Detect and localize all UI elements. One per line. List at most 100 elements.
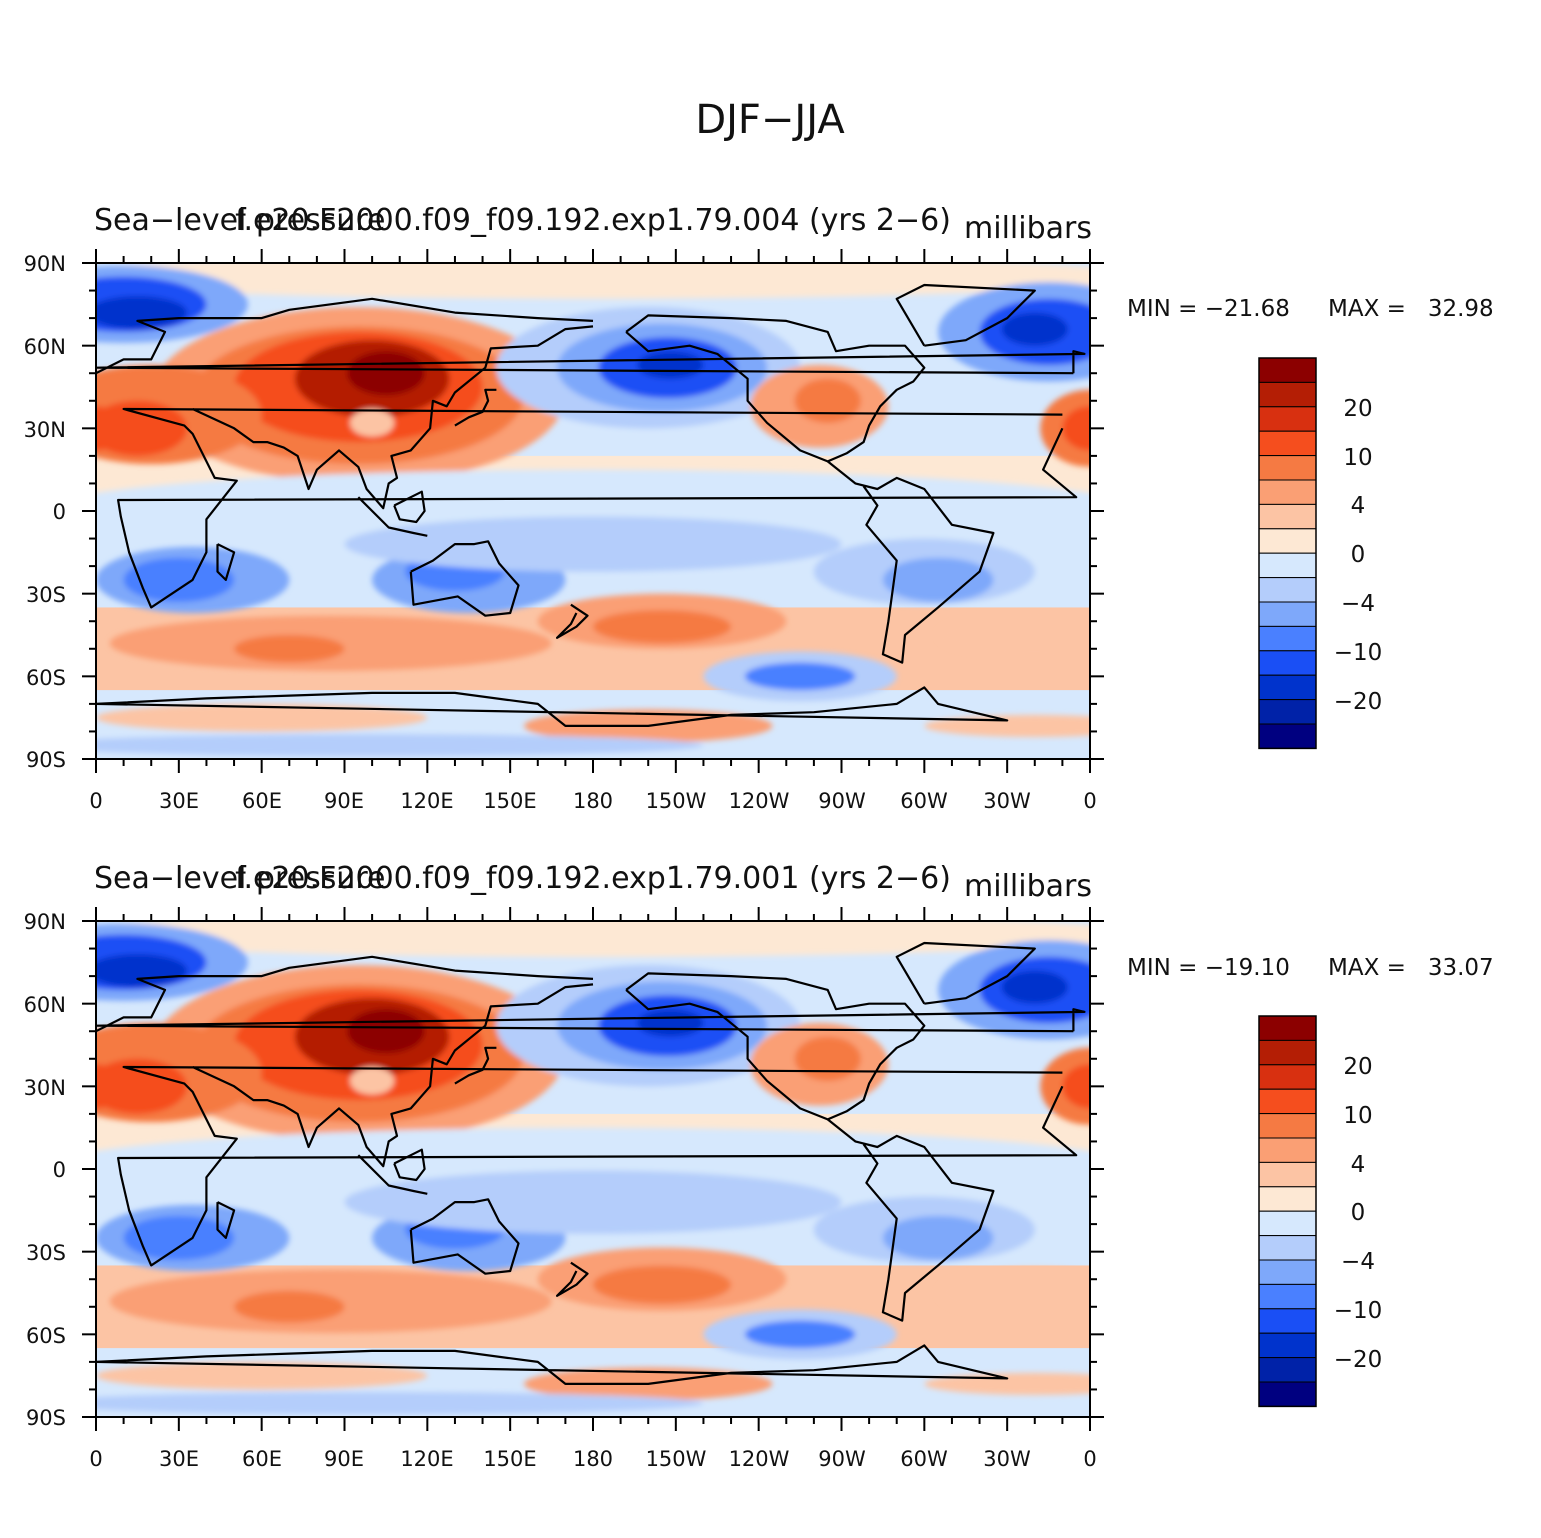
colorbar-swatch: [1258, 723, 1317, 749]
pressure-anomaly-contour: [593, 610, 732, 644]
y-tick-label: 60N: [24, 335, 66, 359]
pressure-anomaly-contour: [924, 1372, 1090, 1395]
coastline: [357, 496, 428, 537]
colorbar-swatch: [1258, 601, 1317, 627]
coastline: [827, 460, 995, 664]
x-tick-label: 60W: [900, 789, 948, 813]
panel-1-x-tick-labels: 0 30E 60E 90E 120E 150E 180 150W 120W 90…: [89, 789, 1096, 813]
x-tick-label: 30W: [983, 1447, 1031, 1471]
pressure-anomaly-contour: [96, 954, 188, 988]
pressure-anomaly-contour: [96, 1127, 1090, 1211]
panel-1-colorbar: [1258, 357, 1317, 750]
coastline: [393, 1148, 426, 1182]
colorbar-label: 4: [1351, 493, 1366, 519]
colorbar-swatch: [1258, 357, 1317, 383]
y-tick-label: 60S: [26, 666, 66, 690]
coastline: [192, 325, 594, 510]
pressure-anomaly-contour: [347, 351, 425, 396]
pressure-anomaly-contour: [96, 263, 1090, 299]
coastline: [625, 972, 926, 1121]
x-tick-label: 60E: [242, 789, 282, 813]
colorbar-swatch: [1258, 1088, 1317, 1115]
x-tick-label: 60E: [242, 1447, 282, 1471]
panel-2-y-tick-labels: 90N 60N 30N 0 30S 60S 90S: [24, 910, 66, 1430]
x-tick-label: 0: [1083, 789, 1096, 813]
pressure-anomaly-contour: [96, 1064, 124, 1109]
panel-1-min-label: MIN = −21.68: [1127, 296, 1290, 322]
pressure-anomaly-contour: [350, 1067, 395, 1095]
panel-1-y-tick-labels: 90N 60N 30N 0 30S 60S 90S: [24, 252, 66, 772]
panel-2-contour-map: [96, 921, 1090, 1417]
x-tick-label: 0: [89, 789, 102, 813]
coastline: [625, 314, 926, 463]
x-tick-label: 90W: [818, 789, 866, 813]
colorbar-swatch: [1258, 1235, 1317, 1261]
pressure-anomaly-contour: [794, 378, 861, 423]
colorbar-frame: [1258, 357, 1317, 750]
figure-title: DJF−JJA: [695, 97, 845, 143]
colorbar-swatch: [1258, 577, 1317, 603]
coastline: [96, 1008, 1086, 1033]
pressure-anomaly-contour: [96, 734, 704, 757]
pressure-anomaly-contour: [96, 296, 188, 330]
panel-1-coastlines: [96, 283, 1086, 727]
x-tick-label: 90W: [818, 1447, 866, 1471]
panel-2-colorbar: [1258, 1015, 1317, 1408]
pressure-anomaly-contour: [96, 921, 1090, 957]
y-tick-label: 30S: [26, 583, 66, 607]
colorbar-label: −4: [1341, 591, 1375, 617]
x-tick-label: 30E: [159, 789, 199, 813]
pressure-anomaly-contour: [347, 1009, 425, 1054]
x-tick-label: 180: [573, 789, 613, 813]
pressure-anomaly-contour: [123, 557, 235, 602]
colorbar-label: 20: [1343, 1054, 1372, 1080]
x-tick-label: 30E: [159, 1447, 199, 1471]
pressure-anomaly-contour: [794, 1036, 861, 1081]
panel-2-x-tick-labels: 0 30E 60E 90E 120E 150E 180 150W 120W 90…: [89, 1447, 1096, 1471]
coastline: [96, 297, 594, 375]
x-tick-label: 60W: [900, 1447, 948, 1471]
colorbar-swatch: [1258, 1332, 1317, 1359]
pressure-anomaly-contour: [1062, 406, 1090, 451]
panel-1: Sea−level pressure f.e20.F2000.f09_f09.1…: [24, 203, 1494, 813]
coastline: [454, 1046, 497, 1085]
panel-2: Sea−level pressure f.e20.F2000.f09_f09.1…: [24, 861, 1494, 1471]
pressure-anomaly-contour: [1001, 970, 1068, 1004]
colorbar-label: −4: [1341, 1249, 1375, 1275]
colorbar-swatch: [1258, 455, 1317, 481]
panel-1-title-left: Sea−level pressure: [94, 203, 385, 238]
colorbar-swatch: [1258, 1039, 1317, 1066]
coastline: [96, 350, 1086, 375]
panel-2-units: millibars: [964, 869, 1092, 904]
colorbar-swatch: [1258, 1113, 1317, 1139]
colorbar-swatch: [1258, 1308, 1317, 1334]
colorbar-swatch: [1258, 552, 1317, 579]
coastline: [556, 603, 589, 639]
anomaly-fields: [96, 921, 1090, 1415]
colorbar-swatch: [1258, 650, 1317, 676]
pressure-anomaly-contour: [350, 409, 395, 437]
colorbar-swatch: [1258, 1283, 1317, 1310]
colorbar-label: 0: [1351, 1200, 1366, 1226]
x-tick-label: 150E: [483, 789, 536, 813]
coastline: [117, 1065, 1078, 1267]
pressure-anomaly-contour: [744, 662, 856, 691]
coastline: [96, 1344, 1009, 1385]
y-tick-label: 90S: [26, 1406, 66, 1430]
coastline: [895, 941, 1036, 1005]
x-tick-label: 150W: [646, 1447, 707, 1471]
colorbar-label: −10: [1334, 1298, 1383, 1324]
x-tick-label: 0: [89, 1447, 102, 1471]
pressure-anomaly-contour: [96, 400, 188, 456]
colorbar-swatch: [1258, 1161, 1317, 1188]
colorbar-label: −20: [1334, 689, 1383, 715]
colorbar-swatch: [1258, 1381, 1317, 1407]
panel-2-max-label: MAX = 33.07: [1328, 955, 1494, 981]
colorbar-swatch: [1258, 1186, 1317, 1212]
pressure-anomaly-contour: [882, 1215, 994, 1260]
panel-2-title-left: Sea−level pressure: [94, 861, 385, 896]
panel-2-coastlines: [96, 941, 1086, 1385]
colorbar-swatch: [1258, 479, 1317, 505]
colorbar-swatch: [1258, 1137, 1317, 1163]
